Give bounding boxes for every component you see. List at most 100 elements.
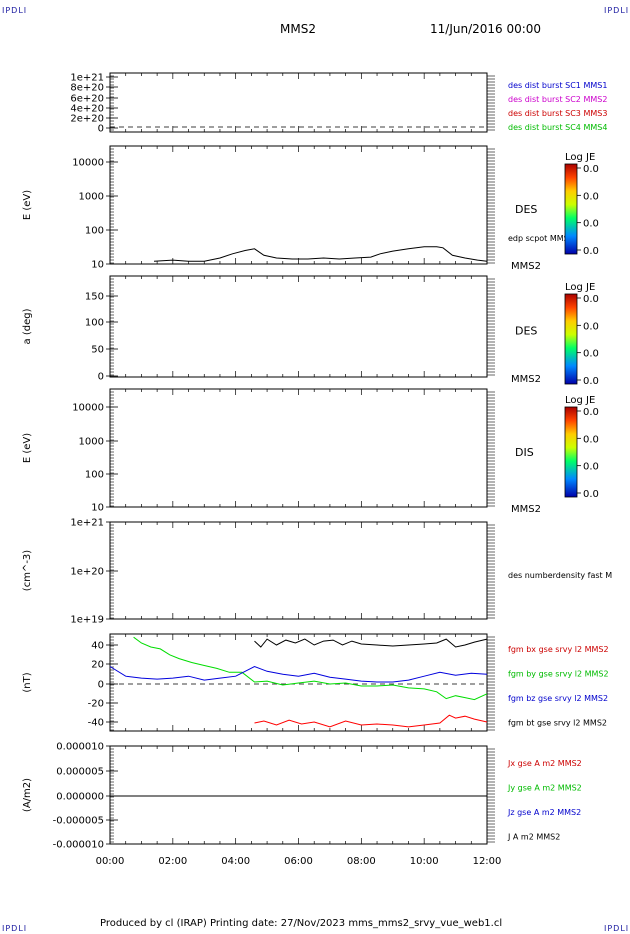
panel-frame-des-pitch: [109, 275, 488, 378]
y-tick-label-fgm: -20: [88, 699, 104, 710]
instrument-label-des-pitch: DES: [515, 325, 537, 338]
y-tick-label-dis-energy: 10000: [72, 403, 104, 414]
y-tick-label-current: 0.000000: [56, 792, 104, 803]
y-tick-label-fgm: -40: [88, 718, 104, 729]
overlay-series-line: [153, 246, 488, 262]
y-tick-label-des-energy: 10: [91, 260, 104, 271]
x-tick-label: 00:00: [96, 856, 125, 867]
overlay-label-des-energy: edp scpot MMS2: [508, 234, 574, 243]
spacecraft-label-des-pitch: MMS2: [511, 374, 541, 385]
corner-label-top-left: IPDLI: [2, 6, 28, 15]
corner-label-bottom-right: IPDLI: [604, 924, 630, 933]
y-tick-label-dis-energy: 10: [91, 503, 104, 514]
date-title: 11/Jun/2016 00:00: [430, 22, 542, 36]
colorbar-des-energy: [564, 163, 578, 255]
series-legend-fgm: fgm by gse srvy l2 MMS2: [508, 670, 609, 679]
footer-credit: Produced by cl (IRAP) Printing date: 27/…: [100, 918, 503, 929]
y-tick-label-fgm: 0: [98, 680, 104, 691]
colorbar-tick-label-des-pitch: 0.0: [583, 349, 599, 360]
series-legend-burst: des dist burst SC1 MMS1: [508, 81, 607, 90]
x-tick-label: 02:00: [158, 856, 187, 867]
spacecraft-label-des-energy: MMS2: [511, 261, 541, 272]
series-legend-burst: des dist burst SC3 MMS3: [508, 109, 607, 118]
y-tick-label-des-energy: 10000: [72, 158, 104, 169]
series-line-fgm: [133, 636, 488, 701]
x-tick-label: 08:00: [347, 856, 376, 867]
y-tick-label-des-pitch: 100: [85, 318, 104, 329]
series-legend-fgm: fgm bt gse srvy l2 MMS2: [508, 719, 607, 728]
y-tick-label-current: -0.000010: [53, 840, 104, 851]
colorbar-tick-label-des-pitch: 0.0: [583, 321, 599, 332]
x-tick-label: 06:00: [284, 856, 313, 867]
y-axis-label-dis-energy: E (eV): [22, 433, 33, 463]
colorbar-tick-label-des-energy: 0.0: [583, 164, 599, 175]
series-line-fgm: [254, 714, 488, 728]
series-legend-current: Jz gse A m2 MMS2: [507, 808, 581, 817]
series-legend-density: des numberdensity fast M: [508, 571, 612, 580]
series-legend-burst: des dist burst SC4 MMS4: [508, 123, 607, 132]
panel-frame-des-energy: [109, 145, 488, 265]
corner-label-bottom-left: IPDLI: [2, 924, 28, 933]
y-tick-label-des-pitch: 50: [91, 345, 104, 356]
x-tick-label: 04:00: [221, 856, 250, 867]
colorbar-tick-label-des-energy: 0.0: [583, 246, 599, 257]
y-axis-label-des-pitch: a (deg): [22, 308, 33, 344]
y-tick-label-current: -0.000005: [53, 816, 104, 827]
colorbar-tick-label-dis-energy: 0.0: [583, 462, 599, 473]
series-legend-burst: des dist burst SC2 MMS2: [508, 95, 607, 104]
series-line-fgm: [254, 638, 488, 648]
series-legend-fgm: fgm bz gse srvy l2 MMS2: [508, 694, 608, 703]
panel-frame-density: [109, 521, 488, 620]
y-axis-label-des-energy: E (eV): [22, 190, 33, 220]
y-tick-label-des-pitch: 150: [85, 292, 104, 303]
y-tick-label-burst: 6e+20: [70, 94, 104, 105]
y-axis-label-density: (cm^-3): [22, 550, 33, 591]
series-legend-current: Jy gse A m2 MMS2: [507, 784, 582, 793]
y-tick-label-dis-energy: 100: [85, 470, 104, 481]
y-tick-label-burst: 0: [98, 124, 104, 135]
panel-frame-burst: [109, 72, 488, 133]
spacecraft-title: MMS2: [280, 22, 316, 36]
colorbar-tick-label-dis-energy: 0.0: [583, 489, 599, 500]
colorbar-title-des-energy: Log JE: [565, 152, 595, 163]
y-tick-label-current: 0.000005: [56, 767, 104, 778]
colorbar-tick-label-des-pitch: 0.0: [583, 376, 599, 387]
series-legend-fgm: fgm bx gse srvy l2 MMS2: [508, 645, 609, 654]
y-tick-label-density: 1e+19: [70, 615, 104, 626]
series-legend-current: J A m2 MMS2: [507, 833, 560, 842]
colorbar-title-dis-energy: Log JE: [565, 395, 595, 406]
y-tick-label-density: 1e+20: [70, 567, 104, 578]
y-axis-label-fgm: (nT): [22, 672, 33, 692]
colorbar-dis-energy: [564, 406, 578, 498]
corner-label-top-right: IPDLI: [604, 6, 630, 15]
y-tick-label-burst: 1e+21: [70, 73, 104, 84]
colorbar-tick-label-dis-energy: 0.0: [583, 407, 599, 418]
panel-frame-dis-energy: [109, 388, 488, 508]
y-axis-label-current: (A/m2): [22, 778, 33, 812]
series-line-fgm: [109, 665, 488, 683]
y-tick-label-density: 1e+21: [70, 518, 104, 529]
y-tick-label-burst: 4e+20: [70, 104, 104, 115]
y-tick-label-des-pitch: 0: [98, 372, 104, 383]
y-tick-label-des-energy: 100: [85, 226, 104, 237]
y-tick-label-burst: 8e+20: [70, 83, 104, 94]
colorbar-des-pitch: [564, 293, 578, 385]
y-tick-label-current: 0.000010: [56, 742, 104, 753]
instrument-label-des-energy: DES: [515, 203, 537, 216]
panel-frame-current: [109, 745, 488, 845]
x-tick-label: 10:00: [410, 856, 439, 867]
y-tick-label-dis-energy: 1000: [79, 437, 104, 448]
colorbar-tick-label-des-pitch: 0.0: [583, 294, 599, 305]
x-tick-label: 12:00: [473, 856, 502, 867]
series-legend-current: Jx gse A m2 MMS2: [507, 759, 582, 768]
colorbar-tick-label-dis-energy: 0.0: [583, 434, 599, 445]
y-tick-label-des-energy: 1000: [79, 192, 104, 203]
y-tick-label-fgm: 40: [91, 641, 104, 652]
y-tick-label-fgm: 20: [91, 660, 104, 671]
instrument-label-dis-energy: DIS: [515, 446, 534, 459]
spacecraft-label-dis-energy: MMS2: [511, 504, 541, 515]
colorbar-title-des-pitch: Log JE: [565, 282, 595, 293]
colorbar-tick-label-des-energy: 0.0: [583, 191, 599, 202]
colorbar-tick-label-des-energy: 0.0: [583, 219, 599, 230]
